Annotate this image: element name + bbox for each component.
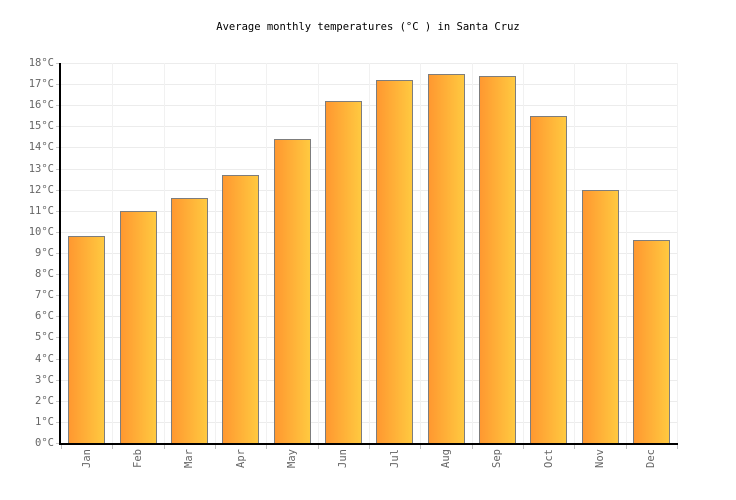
gridline-vertical [215,63,216,443]
x-axis-label-may: May [286,449,298,468]
y-axis-tick [56,337,61,338]
x-axis-tick [369,445,370,449]
x-axis-tick [472,445,473,449]
x-axis-tick [677,445,678,449]
bar-dec [633,240,670,443]
y-axis-tick [56,253,61,254]
y-axis-label: 11°C [28,205,54,217]
y-axis-label: 17°C [28,78,54,90]
x-axis-tick [574,445,575,449]
x-axis-label-dec: Dec [645,449,657,468]
x-axis-tick [318,445,319,449]
y-axis-label: 2°C [35,395,54,407]
y-axis-label: 14°C [28,141,54,153]
y-axis-label: 15°C [28,120,54,132]
y-axis-label: 1°C [35,416,54,428]
x-axis-label-sep: Sep [491,449,503,468]
y-axis-label: 12°C [28,184,54,196]
y-axis-tick [56,401,61,402]
gridline-vertical [369,63,370,443]
y-axis-label: 8°C [35,268,54,280]
y-axis-tick [56,443,61,444]
y-axis-tick [56,105,61,106]
y-axis-label: 16°C [28,99,54,111]
gridline-vertical [574,63,575,443]
y-axis-tick [56,422,61,423]
y-axis-tick [56,380,61,381]
x-axis-label-aug: Aug [440,449,452,468]
gridline-vertical [420,63,421,443]
y-axis-label: 9°C [35,247,54,259]
gridline-vertical [626,63,627,443]
y-axis-tick [56,126,61,127]
y-axis-label: 18°C [28,57,54,69]
x-axis-label-jun: Jun [337,449,349,468]
x-axis-label-mar: Mar [183,449,195,468]
bar-jul [376,80,413,443]
x-axis-tick [420,445,421,449]
y-axis-tick [56,274,61,275]
gridline-vertical [266,63,267,443]
x-axis-tick [215,445,216,449]
gridline-vertical [472,63,473,443]
gridline-vertical [112,63,113,443]
y-axis-label: 3°C [35,374,54,386]
y-axis-tick [56,147,61,148]
x-axis-tick [112,445,113,449]
y-axis-label: 0°C [35,437,54,449]
x-axis-label-jul: Jul [389,449,401,468]
x-axis-label-apr: Apr [235,449,247,468]
x-axis-label-jan: Jan [81,449,93,468]
gridline-vertical [318,63,319,443]
y-axis-tick [56,63,61,64]
bar-apr [222,175,259,443]
y-axis-tick [56,169,61,170]
x-axis-label-nov: Nov [594,449,606,468]
x-axis-tick [266,445,267,449]
x-axis-tick [626,445,627,449]
y-axis-tick [56,211,61,212]
x-axis-label-oct: Oct [543,449,555,468]
bar-may [274,139,311,443]
y-axis-tick [56,359,61,360]
y-axis-label: 5°C [35,331,54,343]
x-axis-line [59,443,678,445]
bar-sep [479,76,516,443]
x-axis-tick [61,445,62,449]
bar-jan [68,236,105,443]
x-axis-tick [523,445,524,449]
y-axis-tick [56,190,61,191]
y-axis-tick [56,316,61,317]
y-axis-label: 4°C [35,353,54,365]
y-axis-label: 13°C [28,163,54,175]
y-axis-label: 7°C [35,289,54,301]
y-axis-tick [56,84,61,85]
y-axis-label: 6°C [35,310,54,322]
bar-feb [120,211,157,443]
y-axis-label: 10°C [28,226,54,238]
bar-jun [325,101,362,443]
bar-mar [171,198,208,443]
y-axis-tick [56,232,61,233]
gridline-vertical [164,63,165,443]
y-axis-tick [56,295,61,296]
x-axis-label-feb: Feb [132,449,144,468]
gridline-vertical [523,63,524,443]
y-axis-line [59,63,61,445]
gridline-vertical [677,63,678,443]
x-axis-tick [164,445,165,449]
bar-nov [582,190,619,443]
bar-aug [428,74,465,443]
bar-oct [530,116,567,443]
chart-title: Average monthly temperatures (°C ) in Sa… [216,21,520,33]
